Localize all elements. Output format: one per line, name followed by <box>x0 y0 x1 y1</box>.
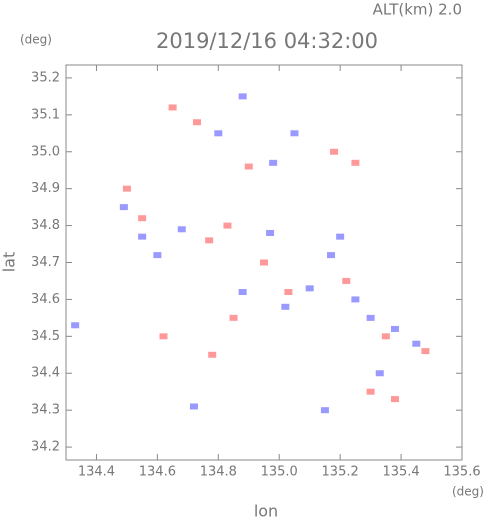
y-tick-label: 34.3 <box>31 403 60 418</box>
y-unit: (deg) <box>20 33 52 47</box>
echo <box>192 119 201 126</box>
echo <box>381 333 390 340</box>
y-tick-label: 34.8 <box>31 218 60 233</box>
echo <box>122 185 131 192</box>
echo <box>342 277 351 284</box>
echo <box>238 93 247 100</box>
x-tick-label: 135.6 <box>443 465 480 480</box>
y-tick-label: 34.7 <box>31 255 60 270</box>
echo <box>71 322 80 329</box>
x-tick-label: 135.0 <box>261 465 298 480</box>
echo <box>159 333 168 340</box>
x-unit: (deg) <box>452 485 484 499</box>
echo <box>351 159 360 166</box>
echo <box>290 130 299 137</box>
echo <box>177 226 186 233</box>
echo <box>366 388 375 395</box>
echo <box>412 340 421 347</box>
y-tick-label: 35.1 <box>31 107 60 122</box>
y-tick-label: 34.2 <box>31 440 60 455</box>
echo <box>390 396 399 403</box>
echo <box>138 215 147 222</box>
x-axis-label: lon <box>254 502 278 521</box>
echo <box>119 204 128 211</box>
echo <box>330 148 339 155</box>
echo <box>214 130 223 137</box>
y-tick-label: 35.2 <box>31 70 60 85</box>
y-tick-label: 34.4 <box>31 366 60 381</box>
echo <box>327 252 336 259</box>
echo <box>138 233 147 240</box>
y-tick-label: 34.6 <box>31 292 60 307</box>
x-tick-label: 134.6 <box>139 465 176 480</box>
echo <box>366 314 375 321</box>
echo <box>244 163 253 170</box>
echo <box>305 285 314 292</box>
y-tick-label: 35.0 <box>31 144 60 159</box>
chart-title: 2019/12/16 04:32:00 <box>156 29 378 53</box>
echo <box>229 314 238 321</box>
echo <box>223 222 232 229</box>
echo <box>421 348 430 355</box>
echo <box>269 159 278 166</box>
x-tick-label: 135.4 <box>382 465 419 480</box>
x-tick-label: 134.4 <box>78 465 115 480</box>
echo <box>336 233 345 240</box>
echo <box>281 303 290 310</box>
echo <box>168 104 177 111</box>
echo <box>205 237 214 244</box>
x-tick-label: 135.2 <box>322 465 359 480</box>
echo <box>189 403 198 410</box>
echo <box>390 325 399 332</box>
y-axis-label: lat <box>0 252 19 273</box>
echo <box>320 407 329 414</box>
echo <box>260 259 268 266</box>
echo <box>153 252 162 259</box>
echo <box>266 229 275 236</box>
x-tick-label: 134.8 <box>200 465 237 480</box>
echo <box>238 289 247 296</box>
echo <box>208 351 217 358</box>
echo <box>351 296 360 303</box>
echo <box>284 289 293 296</box>
echo <box>375 370 384 377</box>
y-tick-label: 34.9 <box>31 181 60 196</box>
altitude-label: ALT(km) 2.0 <box>373 1 462 19</box>
y-tick-label: 34.5 <box>31 329 60 344</box>
